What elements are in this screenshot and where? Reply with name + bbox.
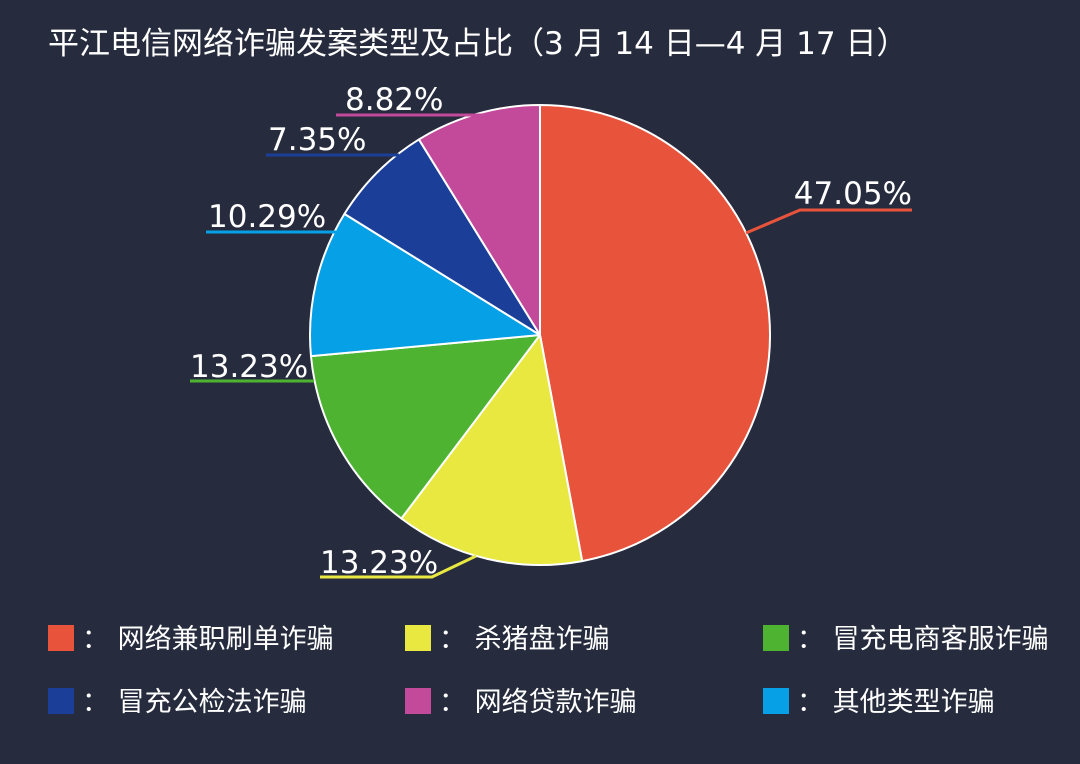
slice-label: 10.29% (208, 199, 326, 235)
legend-item: ： 网络贷款诈骗 (405, 687, 637, 718)
legend-item: ： 其他类型诈骗 (763, 687, 995, 718)
chart-title: 平江电信网络诈骗发案类型及占比（3 月 14 日—4 月 17 日） (48, 26, 907, 62)
legend-label: ： 冒充公检法诈骗 (82, 687, 307, 718)
legend-item: ： 冒充电商客服诈骗 (763, 624, 1049, 655)
legend-swatch (405, 625, 431, 651)
pie-slice (400, 334, 584, 566)
legend-swatch (48, 625, 74, 651)
slice-label: 13.23% (190, 349, 308, 385)
slice-label: 8.82% (345, 82, 443, 118)
slice-labels: 47.05% 13.23% 13.23% 10.29% 7.35% 8.82% (190, 82, 912, 581)
pie-slice (343, 138, 541, 336)
leader-line (745, 208, 912, 235)
slice-label: 13.23% (320, 545, 438, 581)
legend-label: ： 冒充电商客服诈骗 (797, 624, 1049, 655)
legend-item: ： 网络兼职刷单诈骗 (48, 624, 334, 655)
slice-label: 47.05% (794, 176, 912, 212)
pie-slice (309, 212, 541, 358)
legend-swatch (763, 688, 789, 714)
legend-label: ： 其他类型诈骗 (797, 687, 995, 718)
slice-label: 7.35% (268, 122, 366, 158)
pie-slices (309, 104, 771, 566)
legend: ： 网络兼职刷单诈骗 ： 杀猪盘诈骗 ： 冒充电商客服诈骗 ： 冒充公检法诈骗 ： 网络… (48, 624, 1049, 718)
legend-label: ： 杀猪盘诈骗 (439, 624, 610, 655)
pie-slice (309, 334, 541, 520)
legend-item: ： 冒充公检法诈骗 (48, 687, 307, 718)
legend-swatch (763, 625, 789, 651)
leader-line (320, 554, 477, 579)
legend-label: ： 网络贷款诈骗 (439, 687, 637, 718)
legend-swatch (48, 688, 74, 714)
legend-label: ： 网络兼职刷单诈骗 (82, 624, 334, 655)
pie-slice (539, 104, 771, 563)
label-leader-lines (190, 113, 912, 579)
legend-item: ： 杀猪盘诈骗 (405, 624, 610, 655)
legend-swatch (405, 688, 431, 714)
